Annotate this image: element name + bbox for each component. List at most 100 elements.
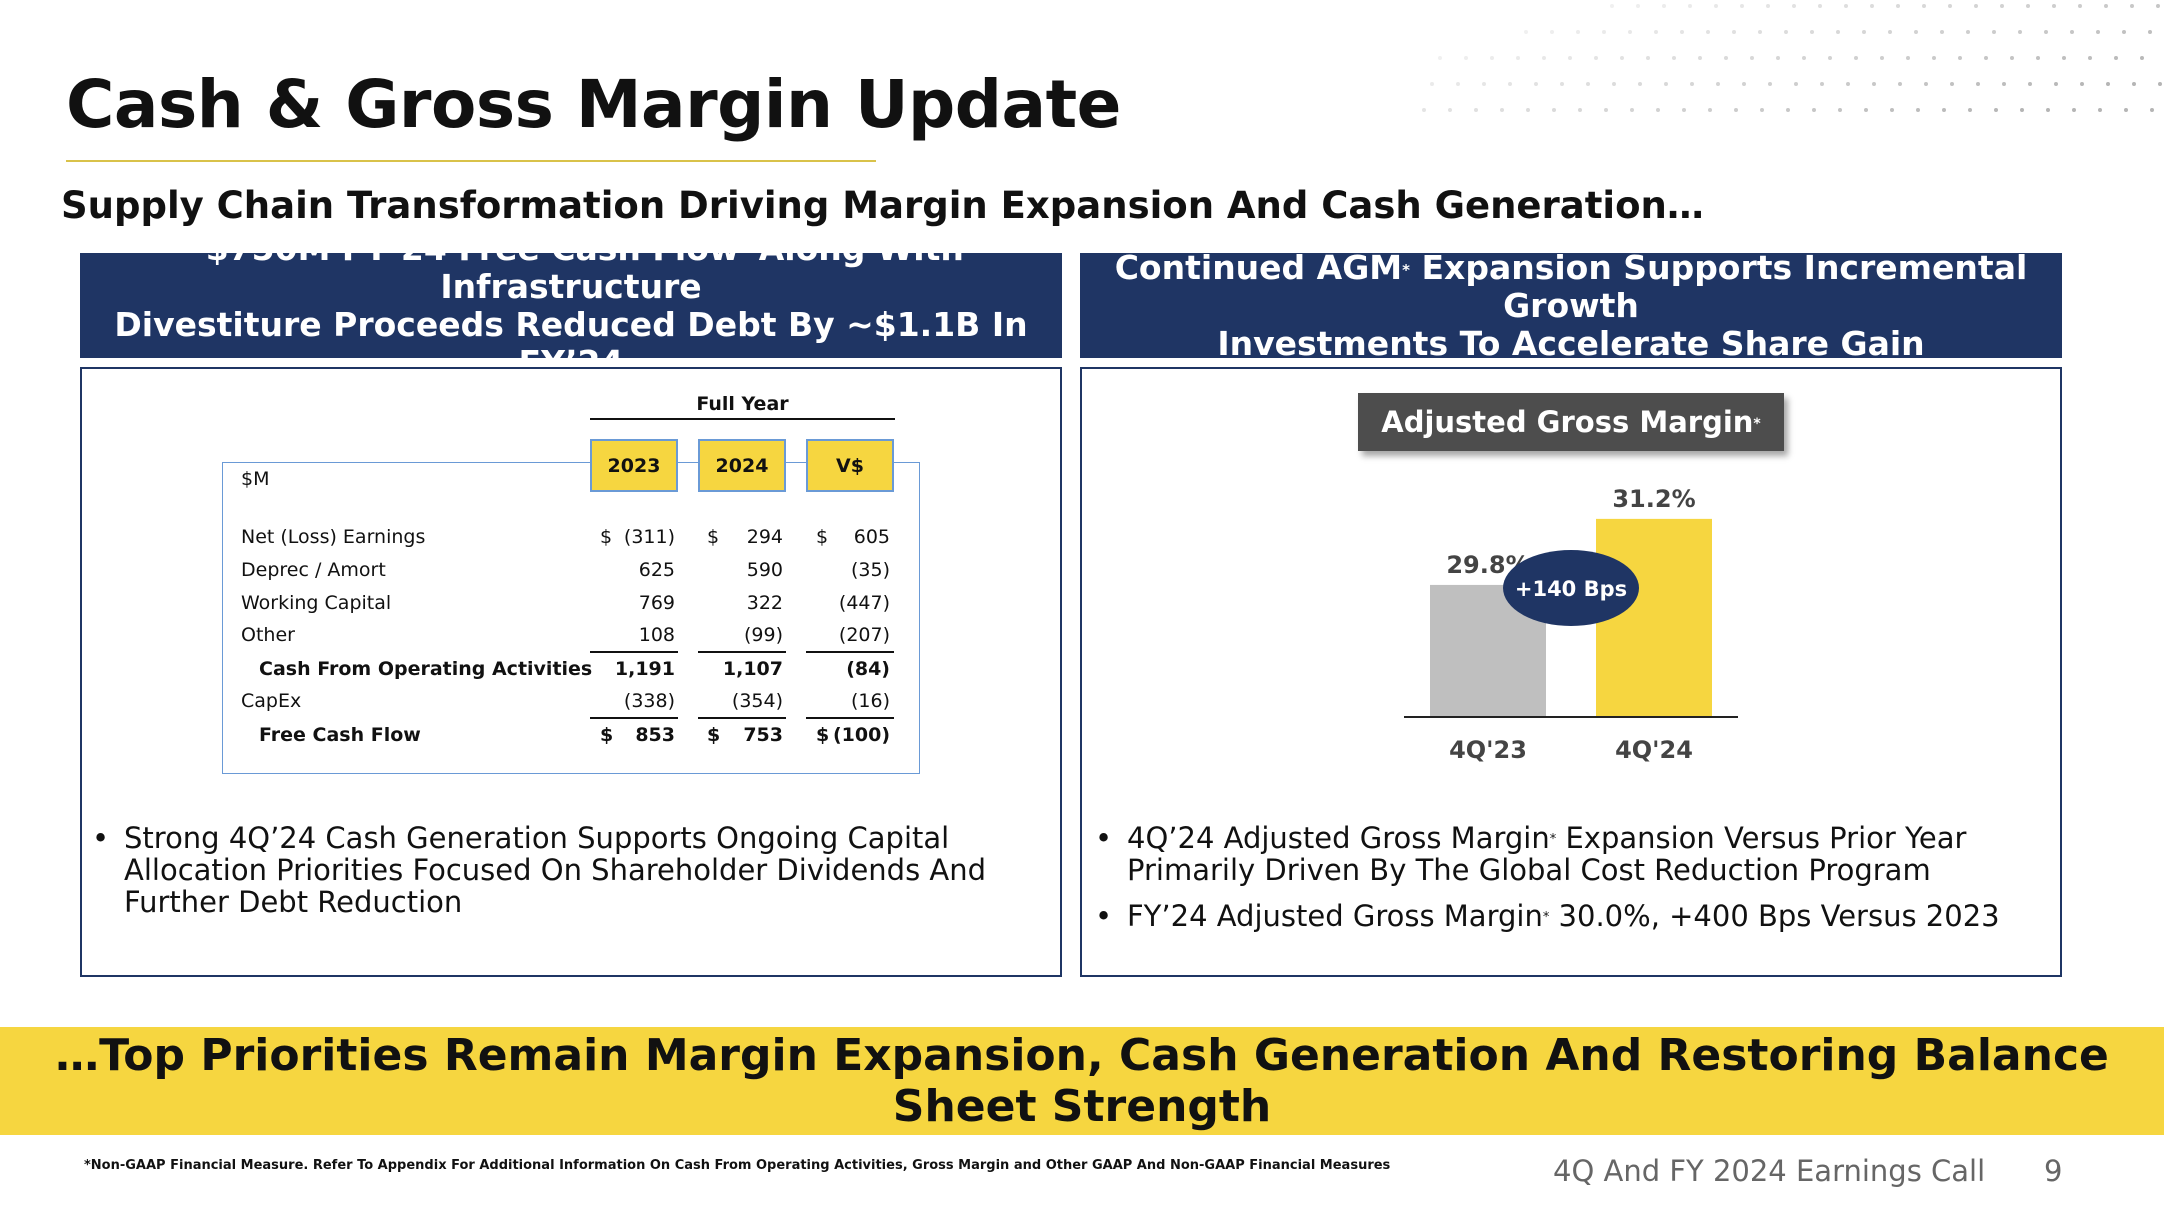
footnote: *Non-GAAP Financial Measure. Refer To Ap… — [84, 1158, 1391, 1173]
decorative-dot — [2062, 56, 2066, 60]
table-cell: 322 — [746, 592, 783, 614]
table-row-label: CapEx — [241, 690, 302, 712]
decorative-dot — [1688, 4, 1692, 8]
category-label: 4Q'24 — [1615, 736, 1693, 764]
decorative-dot — [1508, 82, 1512, 86]
decorative-dot — [1636, 4, 1640, 8]
decorative-dot — [1474, 108, 1478, 112]
delta-badge-label: +140 Bps — [1515, 577, 1627, 601]
decorative-dot — [1552, 108, 1556, 112]
decorative-dot — [1760, 108, 1764, 112]
decorative-dot — [1896, 4, 1900, 8]
decorative-dot — [1638, 82, 1642, 86]
decorative-dot — [2044, 30, 2048, 34]
page-number: 9 — [2044, 1154, 2063, 1188]
decorative-dot — [1708, 108, 1712, 112]
title-underline — [66, 160, 876, 162]
table-cell: (35) — [850, 559, 890, 581]
decorative-dot — [1948, 4, 1952, 8]
right-bullet-1-a: 4Q’24 Adjusted Gross Margin — [1127, 821, 1550, 855]
left-bullet-item: • Strong 4Q’24 Cash Generation Supports O… — [92, 821, 987, 919]
full-year-rule — [590, 418, 895, 420]
decorative-dot — [1994, 108, 1998, 112]
table-row-label: Other — [241, 624, 295, 646]
right-header-line1-b: Expansion Supports Incremental Growth — [1410, 247, 2028, 325]
decorative-dot — [2130, 4, 2134, 8]
decorative-dot — [1924, 82, 1928, 86]
decorative-dot — [1646, 56, 1650, 60]
dollar-sign: $ — [816, 526, 829, 548]
decorative-dot — [1992, 30, 1996, 34]
decorative-dot — [1690, 82, 1694, 86]
left-panel — [80, 367, 1062, 977]
decorative-dot — [1880, 56, 1884, 60]
dollar-sign: $ — [600, 724, 614, 746]
decorative-dot — [1768, 82, 1772, 86]
decorative-dot — [1820, 82, 1824, 86]
decorative-dot — [2104, 4, 2108, 8]
table-cell: 1,191 — [614, 658, 675, 680]
decorative-dot — [1604, 108, 1608, 112]
decorative-dot — [1966, 30, 1970, 34]
unit-label: $M — [241, 468, 270, 490]
table-cell: 1,107 — [722, 658, 783, 680]
decorative-dot — [2132, 82, 2136, 86]
decorative-dot — [1864, 108, 1868, 112]
table-cell: (354) — [731, 690, 783, 712]
decorative-dot — [2080, 82, 2084, 86]
decorative-dot — [2156, 4, 2160, 8]
decorative-dot — [1654, 30, 1658, 34]
decorative-dot — [1448, 108, 1452, 112]
decorative-dot — [2046, 108, 2050, 112]
decorative-dot — [1942, 108, 1946, 112]
column-header-2023: 2023 — [590, 439, 678, 492]
decorative-dot — [2072, 108, 2076, 112]
table-cell: 625 — [638, 559, 675, 581]
right-bullet-item-2: • FY’24 Adjusted Gross Margin* 30.0%, +40… — [1095, 899, 2000, 933]
decorative-dot — [1940, 30, 1944, 34]
left-header-line1-a: ~$750M FY’24 Free Cash Flow — [178, 228, 740, 268]
decorative-dot — [1872, 82, 1876, 86]
decorative-dot — [1682, 108, 1686, 112]
decorative-dot — [1784, 30, 1788, 34]
decorative-dot — [1526, 108, 1530, 112]
decorative-dot — [2096, 30, 2100, 34]
decorative-dot — [1578, 108, 1582, 112]
decorative-dot — [1812, 108, 1816, 112]
dollar-sign: $ — [707, 724, 721, 746]
right-header-line1-a: Continued AGM — [1114, 247, 1403, 287]
decorative-dot — [2070, 30, 2074, 34]
dollar-sign: $ — [707, 526, 720, 548]
right-bullet-2-b: 30.0%, +400 Bps Versus 2023 — [1549, 899, 2000, 933]
decorative-dot — [1560, 82, 1564, 86]
footer-event-name: 4Q And FY 2024 Earnings Call — [1553, 1154, 1986, 1188]
table-row-label: Cash From Operating Activities — [259, 658, 593, 680]
table-cell: (16) — [850, 690, 890, 712]
table-cell: 853 — [635, 724, 675, 746]
decorative-dot — [1838, 108, 1842, 112]
right-bullet-1-b: Expansion Versus Prior Year Primarily Dr… — [1127, 821, 1967, 887]
left-header-line1-b: Along With Infrastructure — [440, 228, 964, 306]
dollar-sign: $ — [816, 724, 830, 746]
dollar-sign: $ — [600, 526, 613, 548]
decorative-dot — [1802, 56, 1806, 60]
decorative-dot — [1976, 82, 1980, 86]
decorative-dot — [1594, 56, 1598, 60]
left-header-asterisk: * — [739, 241, 748, 260]
decorative-dot — [1524, 30, 1528, 34]
decorative-dot — [1680, 30, 1684, 34]
left-header-line2: Divestiture Proceeds Reduced Debt By ~$1… — [114, 304, 1028, 382]
decorative-dot — [1974, 4, 1978, 8]
decorative-dot — [1968, 108, 1972, 112]
table-cell: 769 — [638, 592, 675, 614]
decorative-dot — [1734, 108, 1738, 112]
right-bullet-item-1: • 4Q’24 Adjusted Gross Margin* Expansion … — [1095, 821, 1967, 887]
decorative-dot — [1456, 82, 1460, 86]
decorative-dot — [2002, 82, 2006, 86]
decorative-dot — [1818, 4, 1822, 8]
chart-title-text: Adjusted Gross Margin — [1381, 405, 1754, 439]
decorative-dot — [1672, 56, 1676, 60]
table-cell: (84) — [846, 658, 890, 680]
right-header-asterisk: * — [1402, 260, 1410, 279]
